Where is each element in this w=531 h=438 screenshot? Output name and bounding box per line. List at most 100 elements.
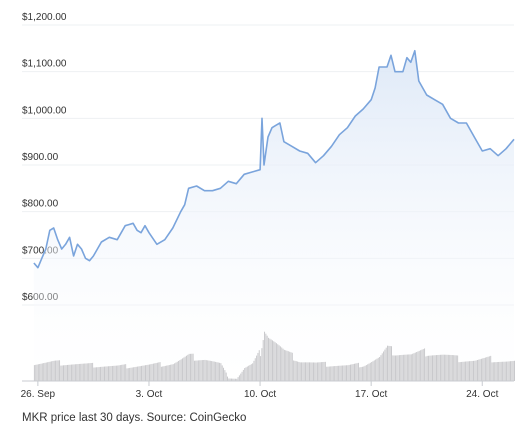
volume-bar: [33, 365, 35, 381]
volume-bar: [199, 360, 201, 381]
volume-bar: [249, 364, 251, 381]
volume-bar: [498, 361, 500, 381]
volume-bar: [282, 348, 284, 381]
volume-bar: [86, 363, 88, 381]
volume-bar: [340, 365, 342, 381]
volume-bar: [139, 366, 141, 381]
volume-bar: [458, 362, 460, 381]
volume-bar: [301, 362, 303, 381]
price-line[interactable]: [33, 49, 515, 269]
volume-bar: [451, 355, 453, 381]
volume-bar: [268, 337, 269, 381]
volume-bar: [406, 354, 408, 381]
volume-bar: [47, 362, 49, 381]
volume-bar: [496, 362, 498, 381]
volume-bar: [510, 361, 512, 381]
volume-bar: [117, 365, 119, 381]
volume-bar: [506, 361, 508, 381]
volume-bar: [61, 365, 63, 381]
volume-bar: [205, 360, 207, 381]
volume-bar: [265, 333, 267, 381]
volume-bar: [437, 354, 439, 381]
volume-bar: [383, 351, 385, 381]
volume-bar: [428, 355, 430, 381]
y-tick-label: $700.00: [22, 245, 59, 256]
volume-bar: [179, 360, 181, 381]
volume-bar: [449, 354, 451, 381]
volume-bar: [158, 362, 160, 381]
volume-bar: [298, 361, 300, 381]
volume-bar: [256, 355, 258, 381]
volume-bar: [261, 348, 263, 381]
volume-bar: [363, 366, 365, 381]
volume-bar: [459, 362, 461, 381]
volume-bar: [353, 363, 355, 381]
volume-bar: [391, 346, 392, 381]
volume-bar: [417, 351, 419, 381]
volume-bar: [409, 354, 411, 381]
volume-bar: [274, 342, 276, 381]
volume-bar: [404, 354, 406, 381]
volume-bar: [135, 366, 137, 381]
volume-bar: [133, 367, 135, 381]
y-tick-label: $1,200.00: [22, 12, 67, 23]
volume-bar: [192, 353, 194, 381]
volume-bar: [441, 354, 443, 381]
volume-bar: [293, 360, 295, 381]
volume-bar: [368, 363, 370, 381]
volume-bar: [92, 362, 94, 381]
volume-bar: [331, 366, 333, 381]
volume-bar: [269, 338, 271, 381]
volume-bar: [297, 361, 299, 381]
volume-bar: [126, 368, 128, 381]
volume-bar: [77, 364, 79, 381]
volume-bar: [361, 366, 363, 381]
volume-bar: [336, 365, 338, 381]
volume-bar: [216, 362, 218, 381]
volume-bar: [59, 360, 61, 381]
volume-bar: [167, 365, 169, 381]
volume-bar: [129, 367, 131, 381]
volume-bar: [364, 365, 366, 381]
volume-bar: [421, 349, 423, 381]
volume-bar: [131, 367, 133, 381]
volume-bar: [184, 356, 186, 381]
volume-bar: [271, 340, 273, 381]
volume-bar: [389, 346, 391, 381]
volume-bar: [130, 367, 132, 381]
volume-bar: [326, 366, 328, 381]
volume-bar: [200, 360, 202, 381]
volume-bar: [40, 363, 42, 381]
volume-bar: [182, 358, 184, 381]
volume-bar: [78, 363, 80, 381]
volume-bar: [475, 360, 477, 381]
volume-bar: [356, 363, 358, 381]
volume-bar: [273, 341, 275, 381]
volume-bar: [233, 378, 235, 381]
volume-bar: [476, 359, 478, 381]
volume-bar: [137, 366, 139, 381]
volume-bar: [252, 363, 254, 381]
volume-bar: [204, 359, 206, 381]
volume-bar: [488, 356, 490, 381]
volume-bar: [178, 360, 180, 381]
volume-bar: [48, 361, 50, 381]
volume-bar: [37, 364, 39, 381]
volume-bar: [240, 373, 242, 381]
volume-bar: [52, 361, 54, 381]
volume-bar: [327, 366, 329, 381]
volume-bar: [66, 364, 68, 381]
x-axis-ticks: 26. Sep 3. Oct 10. Oct 17. Oct 24. Oct: [21, 381, 499, 400]
volume-bar: [146, 364, 148, 381]
volume-bar: [309, 362, 310, 381]
volume-bar: [373, 360, 375, 381]
volume-bar: [262, 340, 264, 381]
volume-bar: [248, 365, 250, 381]
volume-bar: [446, 354, 448, 381]
volume-bar: [312, 362, 314, 381]
x-tick-label: 17. Oct: [355, 389, 387, 400]
volume-bar: [347, 365, 349, 381]
volume-bar: [433, 355, 435, 381]
volume-bar: [413, 353, 415, 381]
volume-bar: [115, 365, 117, 381]
